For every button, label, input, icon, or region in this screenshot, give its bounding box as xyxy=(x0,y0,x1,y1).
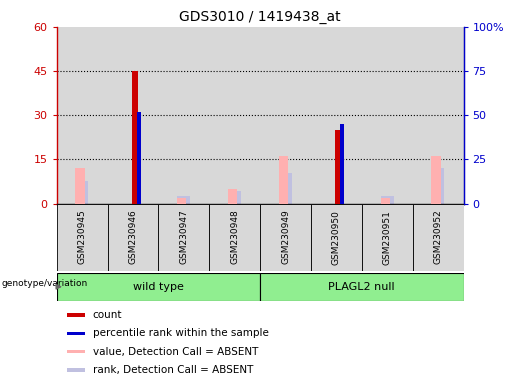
Bar xyxy=(260,204,311,271)
Bar xyxy=(209,204,260,271)
Bar xyxy=(178,197,190,204)
Text: GSM230946: GSM230946 xyxy=(128,210,138,265)
Bar xyxy=(76,180,89,204)
Text: percentile rank within the sample: percentile rank within the sample xyxy=(93,328,269,338)
Bar xyxy=(209,27,260,204)
Bar xyxy=(159,27,209,204)
Bar xyxy=(311,27,362,204)
Bar xyxy=(228,189,237,204)
Text: rank, Detection Call = ABSENT: rank, Detection Call = ABSENT xyxy=(93,365,253,375)
Bar xyxy=(177,198,186,204)
Bar xyxy=(381,198,390,204)
Bar xyxy=(57,273,260,301)
Bar xyxy=(311,204,362,271)
Text: count: count xyxy=(93,310,122,320)
Title: GDS3010 / 1419438_at: GDS3010 / 1419438_at xyxy=(179,10,341,25)
Bar xyxy=(67,369,85,372)
Bar xyxy=(57,27,108,204)
Bar xyxy=(335,130,341,204)
Bar xyxy=(67,350,85,353)
Text: GSM230952: GSM230952 xyxy=(434,210,442,265)
Bar xyxy=(279,174,292,204)
Bar xyxy=(67,331,85,335)
Bar xyxy=(132,71,138,204)
Bar xyxy=(260,27,311,204)
Bar xyxy=(432,156,441,204)
Text: GSM230951: GSM230951 xyxy=(383,210,392,265)
Bar xyxy=(228,191,241,204)
Bar xyxy=(57,204,108,271)
Bar xyxy=(279,156,288,204)
Bar xyxy=(362,204,413,271)
Text: GSM230949: GSM230949 xyxy=(281,210,290,265)
Text: GSM230947: GSM230947 xyxy=(179,210,188,265)
Text: GSM230948: GSM230948 xyxy=(230,210,239,265)
Bar xyxy=(76,168,84,204)
Text: GSM230950: GSM230950 xyxy=(332,210,341,265)
Bar xyxy=(413,204,464,271)
Bar xyxy=(67,313,85,316)
Bar xyxy=(362,27,413,204)
Text: PLAGL2 null: PLAGL2 null xyxy=(329,282,395,292)
Bar xyxy=(108,204,159,271)
Bar xyxy=(381,197,393,204)
Bar xyxy=(432,168,444,204)
Text: wild type: wild type xyxy=(133,282,184,292)
Text: genotype/variation: genotype/variation xyxy=(2,279,88,288)
Text: GSM230945: GSM230945 xyxy=(78,210,87,265)
Bar xyxy=(159,204,209,271)
Bar xyxy=(413,27,464,204)
Text: value, Detection Call = ABSENT: value, Detection Call = ABSENT xyxy=(93,347,258,357)
Bar xyxy=(340,124,345,204)
Bar xyxy=(260,273,464,301)
Bar xyxy=(137,112,141,204)
Bar xyxy=(108,27,159,204)
